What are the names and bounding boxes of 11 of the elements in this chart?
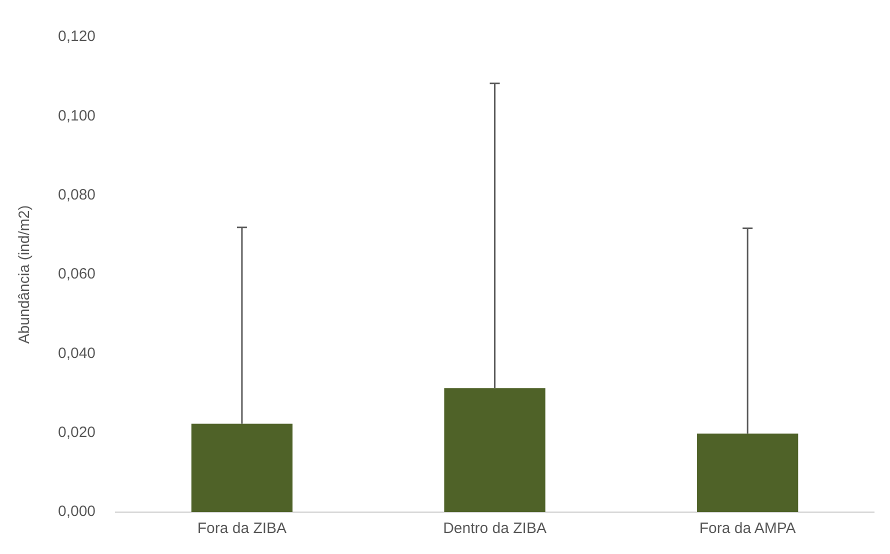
x-tick-label: Fora da AMPA: [699, 520, 796, 538]
x-tick-label: Dentro da ZIBA: [443, 520, 546, 538]
y-axis-title: Abundância (ind/m2): [16, 205, 34, 344]
x-tick-label: Fora da ZIBA: [197, 520, 287, 538]
y-tick-label: 0,020: [58, 424, 96, 441]
y-tick-label: 0,040: [58, 344, 96, 362]
y-tick-label: 0,080: [58, 186, 96, 204]
y-tick-label: 0,060: [58, 266, 96, 283]
y-tick-label: 0,120: [58, 28, 96, 46]
y-tick-label: 0,000: [58, 503, 96, 520]
y-tick-label: 0,100: [58, 107, 96, 124]
